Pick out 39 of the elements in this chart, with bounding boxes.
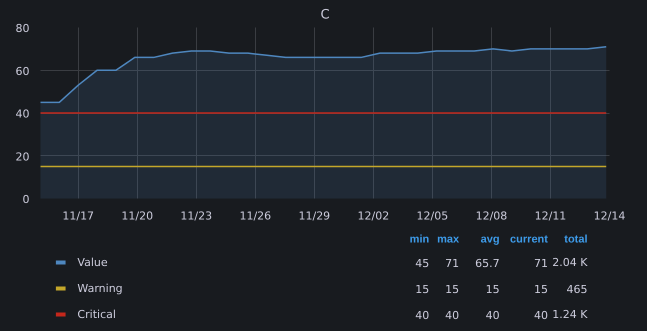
y-tick-label: 60: [16, 64, 30, 78]
text: 15: [445, 283, 460, 296]
text: 71: [534, 257, 548, 270]
text: 465: [566, 283, 588, 296]
x-tick-label: 11/17: [62, 210, 94, 222]
legend-label: Critical: [77, 308, 116, 321]
text: 71: [445, 257, 460, 270]
x-tick-label: 11/23: [180, 210, 212, 222]
text: 15: [534, 283, 548, 296]
y-tick-label: 0: [22, 193, 30, 206]
text: 15: [486, 283, 500, 296]
x-tick-label: 11/26: [239, 210, 272, 222]
text: current: [510, 234, 548, 246]
legend-label: Warning: [77, 282, 123, 295]
text: 15: [415, 283, 430, 296]
y-tick-label: 40: [16, 108, 30, 120]
x-tick-label: 12/05: [416, 210, 448, 222]
text: 40: [534, 309, 548, 322]
legend-label: Value: [77, 256, 108, 269]
x-tick-label: 12/11: [534, 210, 566, 222]
text: 2.04 K: [552, 256, 588, 269]
chart-title: C: [320, 8, 330, 22]
y-tick-label: 80: [16, 22, 30, 35]
text: 40: [445, 309, 460, 322]
text: total: [564, 234, 588, 246]
text: 65.7: [475, 257, 500, 270]
x-tick-label: 11/29: [298, 210, 330, 222]
text: 45: [415, 257, 430, 270]
text: 1.24 K: [552, 308, 588, 321]
x-tick-label: 12/14: [594, 210, 626, 222]
text: 40: [415, 309, 430, 322]
text: 40: [486, 309, 500, 322]
text: max: [437, 234, 460, 246]
text: min: [410, 234, 430, 246]
x-tick-label: 11/20: [121, 210, 154, 222]
y-tick-label: 20: [16, 150, 30, 164]
x-tick-label: 12/08: [476, 210, 508, 222]
x-tick-label: 12/02: [358, 210, 390, 222]
text: avg: [480, 234, 500, 246]
